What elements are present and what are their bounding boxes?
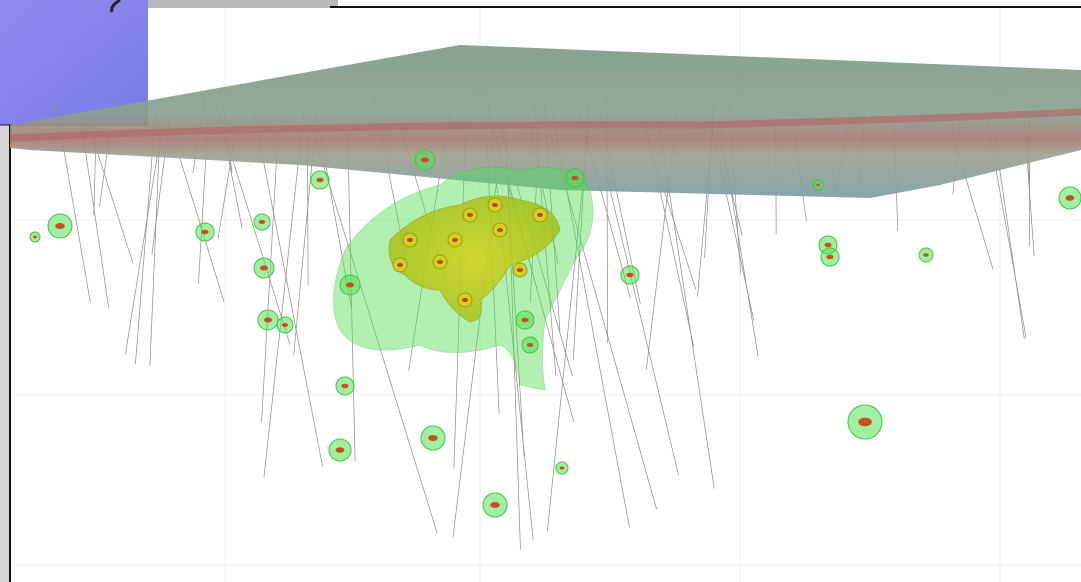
intercept-core [55,223,65,229]
intercept-core [258,220,266,224]
intercept-core [537,213,543,217]
intercept-core [428,435,438,441]
drill-hole [310,125,438,534]
toolbar-strip [148,0,338,8]
intercept-core [816,183,820,187]
intercept-core [559,466,565,470]
intercept-core [281,323,289,327]
intercept-core [824,242,832,248]
grade-shell-high [388,195,561,323]
intercept-core [452,238,458,242]
drill-hole [253,110,323,467]
drill-hole [547,128,589,532]
intercept-core [467,213,473,217]
intercept-core [1065,195,1075,201]
intercept-core [571,175,579,181]
intercept-core [923,253,929,257]
intercept-core [260,265,268,271]
intercept-core [201,229,209,235]
intercept-core [421,157,429,163]
intercept-core [517,268,523,272]
intercept-core [407,238,413,242]
intercept-core [346,282,354,288]
drill-hole [347,131,356,462]
intercept-core [826,254,834,260]
intercept-core [462,298,468,302]
intercept-core [335,447,345,453]
drill-hole [125,124,163,355]
drill-hole [452,117,505,538]
intercept-core [341,383,349,389]
surface-band [9,108,1081,142]
panel-icon [110,0,121,13]
intercept-core [490,502,500,508]
intercept-core [492,203,498,207]
intercept-core [858,417,872,427]
intercept-core [33,235,37,239]
intercepts [29,149,1081,518]
drill-hole [596,134,679,476]
intercept-core [264,317,272,323]
left-strip [0,125,10,582]
drill-hole [149,126,161,366]
intercept-core [397,263,403,267]
intercept-core [497,228,503,232]
intercept-core [437,260,443,264]
intercept-core [626,272,634,278]
intercept-core [526,343,534,347]
intercept-core [316,177,324,183]
side-panel [0,0,148,125]
drill-hole [263,104,305,478]
intercept-core [521,317,529,323]
